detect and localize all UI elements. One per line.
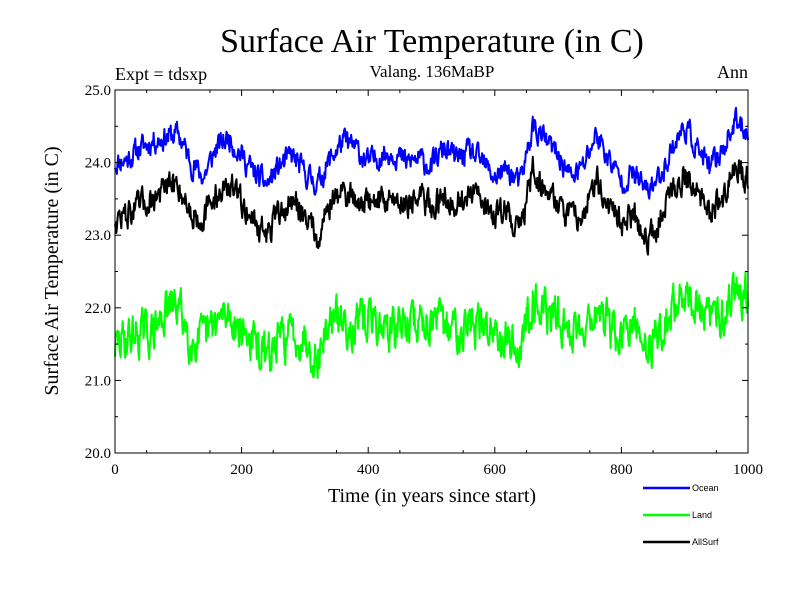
y-tick-label: 21.0	[85, 373, 111, 389]
x-tick-label: 0	[111, 462, 119, 478]
chart-subtitle: Valang. 136MaBP	[370, 62, 495, 81]
legend: Ocean Land AllSurf	[643, 483, 719, 547]
y-axis-label: Surface Air Temperature (in C)	[41, 146, 63, 395]
series-line-land	[114, 271, 749, 379]
chart-title: Surface Air Temperature (in C)	[220, 23, 644, 60]
season-label: Ann	[717, 62, 748, 82]
series-line-ocean	[114, 106, 749, 200]
y-tick-label: 22.0	[85, 301, 111, 317]
y-tick-label: 24.0	[85, 156, 111, 172]
x-tick-label: 600	[484, 462, 507, 478]
x-tick-label: 1000	[733, 462, 763, 478]
x-tick-label: 800	[610, 462, 633, 478]
legend-label-land: Land	[692, 510, 712, 520]
legend-label-ocean: Ocean	[692, 483, 719, 493]
axis-ticks	[114, 89, 749, 454]
plot-frame	[114, 89, 749, 454]
x-axis-label: Time (in years since start)	[328, 485, 536, 507]
y-tick-label: 20.0	[85, 446, 111, 462]
series-line-allsurf	[114, 155, 749, 256]
x-tick-label: 200	[230, 462, 253, 478]
experiment-label: Expt = tdsxp	[115, 64, 207, 84]
y-tick-label: 25.0	[85, 83, 111, 99]
axis-tick-labels: 0 200 400 600 800 1000 20.0 21.0 22.0 23.0 24.0 25.…	[85, 83, 763, 478]
plot-series	[114, 106, 749, 379]
x-tick-label: 400	[357, 462, 380, 478]
legend-label-allsurf: AllSurf	[692, 537, 719, 547]
y-tick-label: 23.0	[85, 228, 111, 244]
